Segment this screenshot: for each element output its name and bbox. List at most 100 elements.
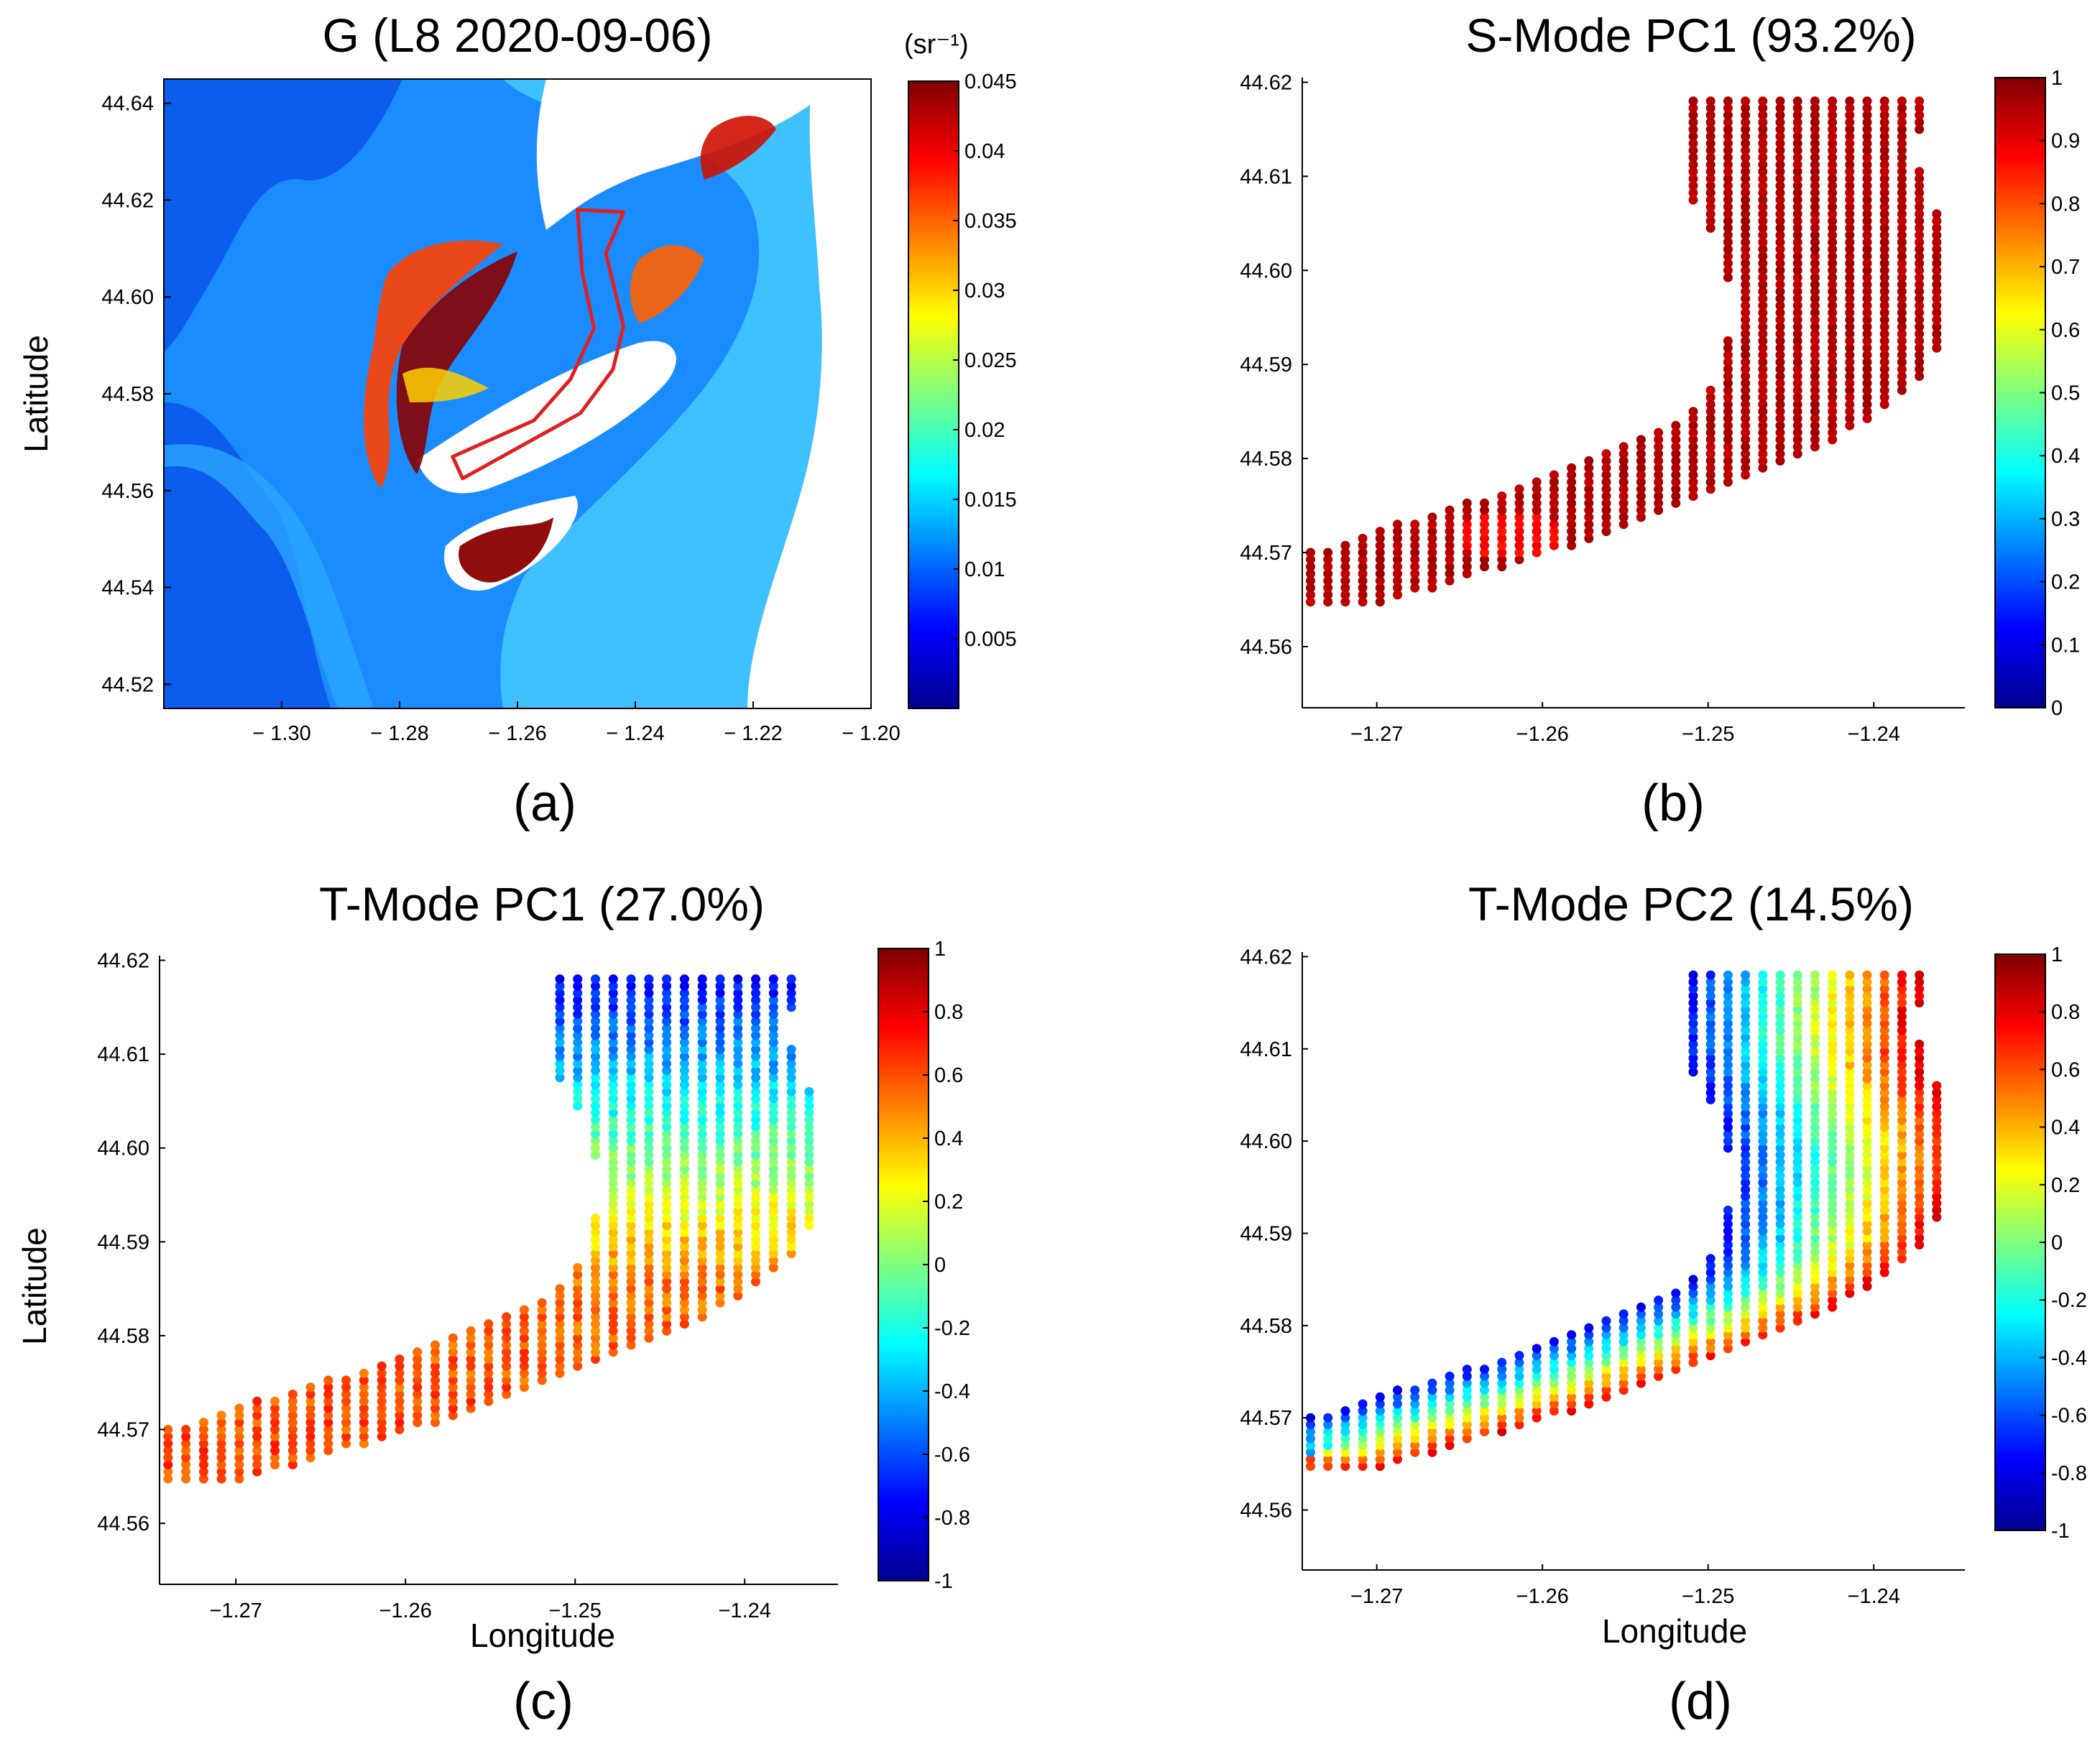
panel-d-ytick-label: 44.62 — [1240, 946, 1292, 969]
panel-b-data-point — [1688, 449, 1698, 459]
panel-b-data-point — [1845, 223, 1855, 233]
panel-c-data-point — [573, 1086, 583, 1096]
panel-c-data-point — [608, 1136, 618, 1146]
panel-b-data-point — [1618, 512, 1629, 522]
panel-d-data-point — [1497, 1399, 1507, 1409]
panel-c-data-point — [644, 1178, 654, 1188]
panel-d-data-point — [1932, 1122, 1942, 1132]
panel-c-data-point — [608, 1221, 618, 1230]
panel-c-data-point — [751, 1136, 760, 1146]
panel-c-data-point — [644, 1101, 654, 1111]
panel-d-data-point — [1723, 1004, 1733, 1015]
panel-b-data-point — [1671, 435, 1681, 445]
panel-c-data-point — [662, 1002, 672, 1012]
panel-b-data-point — [1879, 181, 1889, 190]
panel-b-data-point — [1688, 456, 1698, 466]
panel-b-data-point — [1915, 117, 1925, 127]
panel-c-data-point — [608, 988, 618, 998]
panel-d-data-point — [1915, 1136, 1925, 1146]
panel-b-data-point — [1741, 420, 1751, 430]
panel-c-data-point — [679, 1270, 689, 1280]
panel-d-data-point — [1323, 1454, 1333, 1464]
panel-c-data-point — [448, 1361, 458, 1371]
panel-d-data-point — [1862, 970, 1872, 980]
panel-c-data-point — [679, 988, 689, 998]
panel-d-data-point — [1758, 1178, 1768, 1188]
panel-b-data-point — [1897, 188, 1907, 198]
panel-d-data-point — [1723, 1109, 1733, 1119]
panel-c-data-point — [662, 1136, 672, 1146]
panel-b-data-point — [1723, 272, 1733, 282]
panel-d-data-point — [1618, 1344, 1629, 1354]
panel-c-data-point — [484, 1382, 494, 1392]
panel-b-data-point — [1932, 259, 1942, 268]
panel-c-data-point — [697, 1002, 707, 1012]
panel-d-data-point — [1358, 1399, 1368, 1409]
panel-c-data-point — [679, 1030, 689, 1040]
panel-d-data-point — [1845, 1053, 1855, 1063]
panel-c-data-point — [573, 1066, 583, 1076]
panel-b-data-point — [1879, 167, 1889, 177]
panel-d-data-point — [1462, 1378, 1472, 1388]
panel-b-data-point — [1601, 491, 1611, 501]
panel-b-data-point — [1897, 265, 1907, 275]
panel-c-data-point — [697, 1150, 707, 1160]
panel-d-data-point — [1828, 977, 1838, 987]
panel-d-data-point — [1845, 1178, 1855, 1188]
panel-c-data-point — [573, 1073, 583, 1083]
panel-c-data-point — [679, 974, 689, 984]
panel-d-data-point — [1932, 1130, 1942, 1139]
panel-b-data-point — [1845, 287, 1855, 297]
panel-d-data-point — [1775, 1067, 1785, 1077]
panel-d-data-point — [1828, 1019, 1838, 1028]
panel-c-data-point — [377, 1431, 387, 1441]
panel-d-data-point — [1828, 1170, 1838, 1181]
panel-b-data-point — [1688, 491, 1698, 501]
panel-c-data-point — [697, 1214, 707, 1224]
panel-b-data-point — [1480, 512, 1489, 522]
panel-b-data-point — [1810, 174, 1820, 184]
panel-c-data-point — [591, 1073, 600, 1083]
panel-b-data-point — [1862, 244, 1872, 254]
panel-c-data-point — [644, 1143, 654, 1153]
panel-d-data-point — [1758, 1212, 1768, 1222]
panel-b-data-point — [1792, 322, 1802, 332]
panel-b-data-point — [1618, 470, 1629, 480]
panel-d-data-point — [1862, 1164, 1872, 1174]
panel-c-data-point — [430, 1390, 440, 1399]
panel-b-data-point — [1862, 399, 1872, 410]
panel-d-data-point — [1862, 1109, 1872, 1119]
panel-b-data-point — [1828, 315, 1838, 325]
panel-b-data-point — [1758, 357, 1768, 367]
panel-d-data-point — [1792, 1275, 1802, 1285]
panel-c-data-point — [555, 1298, 565, 1308]
panel-c-data-point — [697, 988, 707, 998]
panel-b-data-point — [1758, 103, 1768, 113]
panel-d-data-point — [1723, 1060, 1733, 1070]
panel-c-data-point — [715, 1030, 725, 1040]
panel-b-data-point — [1705, 428, 1716, 438]
panel-c-data-point — [679, 1038, 689, 1048]
panel-b-xtick-label: −1.27 — [1350, 723, 1403, 746]
panel-a-colorbar-tick-label: 0.01 — [964, 558, 1005, 581]
panel-c-data-point — [252, 1460, 262, 1469]
panel-c-data-point — [697, 1030, 707, 1040]
panel-c-data-point — [519, 1368, 529, 1378]
panel-b-colorbar-tick-label: 0 — [2051, 697, 2063, 720]
panel-b-data-point — [1306, 548, 1315, 558]
panel-d-data-point — [1705, 970, 1716, 980]
panel-d-data-point — [1741, 1254, 1751, 1264]
panel-c-data-point — [163, 1474, 173, 1484]
panel-b-data-point — [1828, 251, 1838, 262]
panel-d-data-point — [1897, 1178, 1907, 1188]
panel-d-data-point — [1845, 1260, 1855, 1270]
panel-c-data-point — [270, 1446, 280, 1456]
panel-c-data-point — [502, 1361, 512, 1371]
panel-b-data-point — [1828, 322, 1838, 332]
panel-d-data-point — [1810, 1267, 1820, 1278]
panel-d-data-point — [1427, 1399, 1437, 1409]
panel-c-data-point — [305, 1410, 316, 1421]
panel-c-data-point — [751, 1270, 760, 1280]
panel-b-data-point — [1584, 456, 1594, 466]
panel-d-data-point — [1897, 1170, 1907, 1181]
